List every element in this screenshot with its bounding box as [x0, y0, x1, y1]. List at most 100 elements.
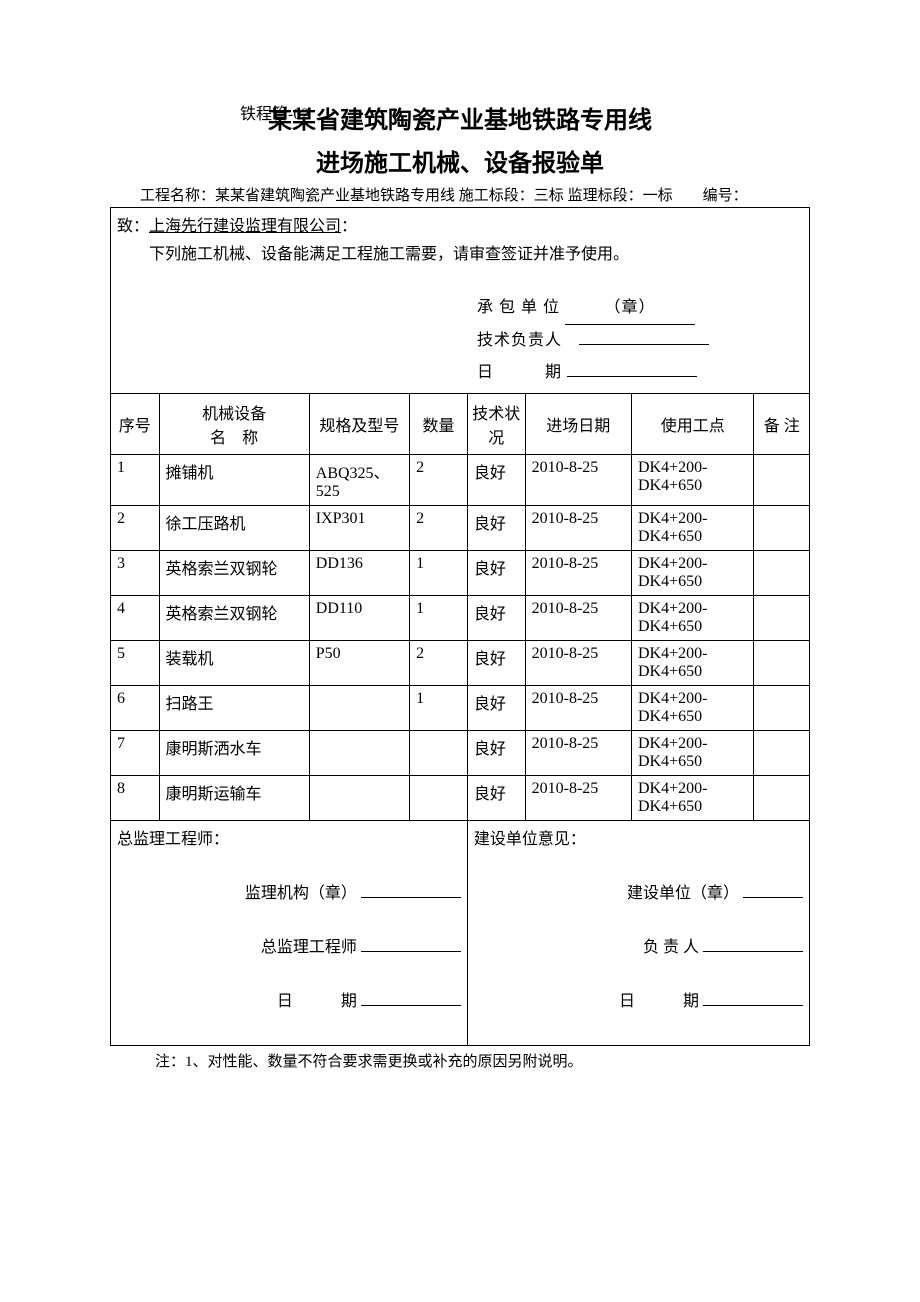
cell-spec: DD110	[309, 596, 409, 641]
table-row: 4英格索兰双钢轮DD1101良好2010-8-25DK4+200-DK4+650	[111, 596, 810, 641]
footer-left-org: 监理机构（章）	[245, 885, 357, 902]
cell-site: DK4+200-DK4+650	[631, 731, 754, 776]
cell-name: 徐工压路机	[159, 506, 309, 551]
section-value: 三标	[534, 188, 564, 204]
cell-seq: 4	[111, 596, 160, 641]
cell-spec	[309, 686, 409, 731]
cell-spec	[309, 776, 409, 821]
intro-body: 下列施工机械、设备能满足工程施工需要，请审查签证并准予使用。	[117, 240, 803, 264]
cell-spec: P50	[309, 641, 409, 686]
cell-cond: 良好	[467, 641, 525, 686]
date-label: 日 期	[477, 364, 562, 381]
cell-spec: IXP301	[309, 506, 409, 551]
cell-cond: 良好	[467, 551, 525, 596]
footer-right: 建设单位意见： 建设单位（章） 负 责 人 日 期	[467, 821, 809, 1046]
cell-name: 扫路王	[159, 686, 309, 731]
cell-seq: 1	[111, 455, 160, 506]
cell-date: 2010-8-25	[525, 506, 631, 551]
super-section-label: 监理标段：	[564, 188, 643, 204]
col-name: 机械设备 名 称	[159, 394, 309, 455]
table-row: 8康明斯运输车良好2010-8-25DK4+200-DK4+650	[111, 776, 810, 821]
footer-left-eng: 总监理工程师	[261, 939, 357, 956]
cell-date: 2010-8-25	[525, 776, 631, 821]
cell-name: 摊铺机	[159, 455, 309, 506]
cell-note	[754, 455, 810, 506]
cell-qty: 2	[410, 641, 468, 686]
cell-note	[754, 641, 810, 686]
table-row: 6扫路王1良好2010-8-25DK4+200-DK4+650	[111, 686, 810, 731]
cell-name: 英格索兰双钢轮	[159, 551, 309, 596]
cell-qty: 1	[410, 596, 468, 641]
footer-left: 总监理工程师： 监理机构（章） 总监理工程师 日 期	[111, 821, 468, 1046]
cell-cond: 良好	[467, 686, 525, 731]
cell-qty: 1	[410, 551, 468, 596]
cell-note	[754, 506, 810, 551]
cell-cond: 良好	[467, 776, 525, 821]
cell-date: 2010-8-25	[525, 731, 631, 776]
tech-lead-value	[579, 344, 709, 345]
intro-cell: 致：上海先行建设监理有限公司： 下列施工机械、设备能满足工程施工需要，请审查签证…	[111, 208, 810, 394]
date-value	[567, 376, 697, 377]
cell-site: DK4+200-DK4+650	[631, 641, 754, 686]
cell-seq: 2	[111, 506, 160, 551]
cell-name: 康明斯洒水车	[159, 731, 309, 776]
colon: ：	[341, 218, 357, 235]
title-main: 某某省建筑陶瓷产业基地铁路专用线	[268, 100, 652, 135]
cell-seq: 6	[111, 686, 160, 731]
project-name: 某某省建筑陶瓷产业基地铁路专用线	[215, 188, 455, 204]
col-qty: 数量	[410, 394, 468, 455]
cell-qty: 2	[410, 506, 468, 551]
footer-right-title: 建设单位意见：	[474, 825, 803, 849]
cell-cond: 良好	[467, 506, 525, 551]
cell-note	[754, 686, 810, 731]
cell-date: 2010-8-25	[525, 686, 631, 731]
contractor-label: 承 包 单 位	[477, 299, 560, 316]
section-label: 施工标段：	[455, 188, 534, 204]
super-section-value: 一标	[643, 188, 673, 204]
col-cond: 技术状况	[467, 394, 525, 455]
cell-qty	[410, 776, 468, 821]
tech-lead-label: 技术负责人	[477, 332, 562, 349]
serial-label: 编号：	[703, 188, 748, 204]
cell-spec	[309, 731, 409, 776]
cell-note	[754, 551, 810, 596]
meta-line: 工程名称：某某省建筑陶瓷产业基地铁路专用线 施工标段：三标 监理标段：一标 编号…	[110, 184, 810, 205]
footer-right-org: 建设单位（章）	[627, 885, 739, 902]
table-row: 3英格索兰双钢轮DD1361良好2010-8-25DK4+200-DK4+650	[111, 551, 810, 596]
cell-site: DK4+200-DK4+650	[631, 506, 754, 551]
cell-name: 英格索兰双钢轮	[159, 596, 309, 641]
cell-seq: 8	[111, 776, 160, 821]
table-row: 5装载机P502良好2010-8-25DK4+200-DK4+650	[111, 641, 810, 686]
cell-spec: DD136	[309, 551, 409, 596]
cell-site: DK4+200-DK4+650	[631, 455, 754, 506]
contractor-stamp: （章）	[605, 299, 656, 316]
table-row: 7康明斯洒水车 良好2010-8-25DK4+200-DK4+650	[111, 731, 810, 776]
company-name: 上海先行建设监理有限公司	[149, 218, 341, 235]
cell-cond: 良好	[467, 596, 525, 641]
cell-cond: 良好	[467, 731, 525, 776]
footer-left-date: 日 期	[277, 993, 357, 1010]
cell-seq: 7	[111, 731, 160, 776]
col-date: 进场日期	[525, 394, 631, 455]
cell-note	[754, 731, 810, 776]
col-note: 备 注	[754, 394, 810, 455]
footer-left-title: 总监理工程师：	[117, 825, 461, 849]
col-spec: 规格及型号	[309, 394, 409, 455]
col-site: 使用工点	[631, 394, 754, 455]
to-label: 致：	[117, 218, 149, 235]
project-label: 工程名称：	[140, 188, 215, 204]
cell-note	[754, 776, 810, 821]
title-sub: 进场施工机械、设备报验单	[110, 143, 810, 178]
table-row: 2徐工压路机IXP3012良好2010-8-25DK4+200-DK4+650	[111, 506, 810, 551]
cell-note	[754, 596, 810, 641]
cell-spec: ABQ325、525	[309, 455, 409, 506]
cell-qty	[410, 731, 468, 776]
cell-date: 2010-8-25	[525, 551, 631, 596]
form-code: 铁程管-02	[240, 100, 309, 124]
footer-right-date: 日 期	[619, 993, 699, 1010]
cell-qty: 2	[410, 455, 468, 506]
cell-date: 2010-8-25	[525, 641, 631, 686]
cell-name: 装载机	[159, 641, 309, 686]
cell-date: 2010-8-25	[525, 455, 631, 506]
cell-site: DK4+200-DK4+650	[631, 596, 754, 641]
